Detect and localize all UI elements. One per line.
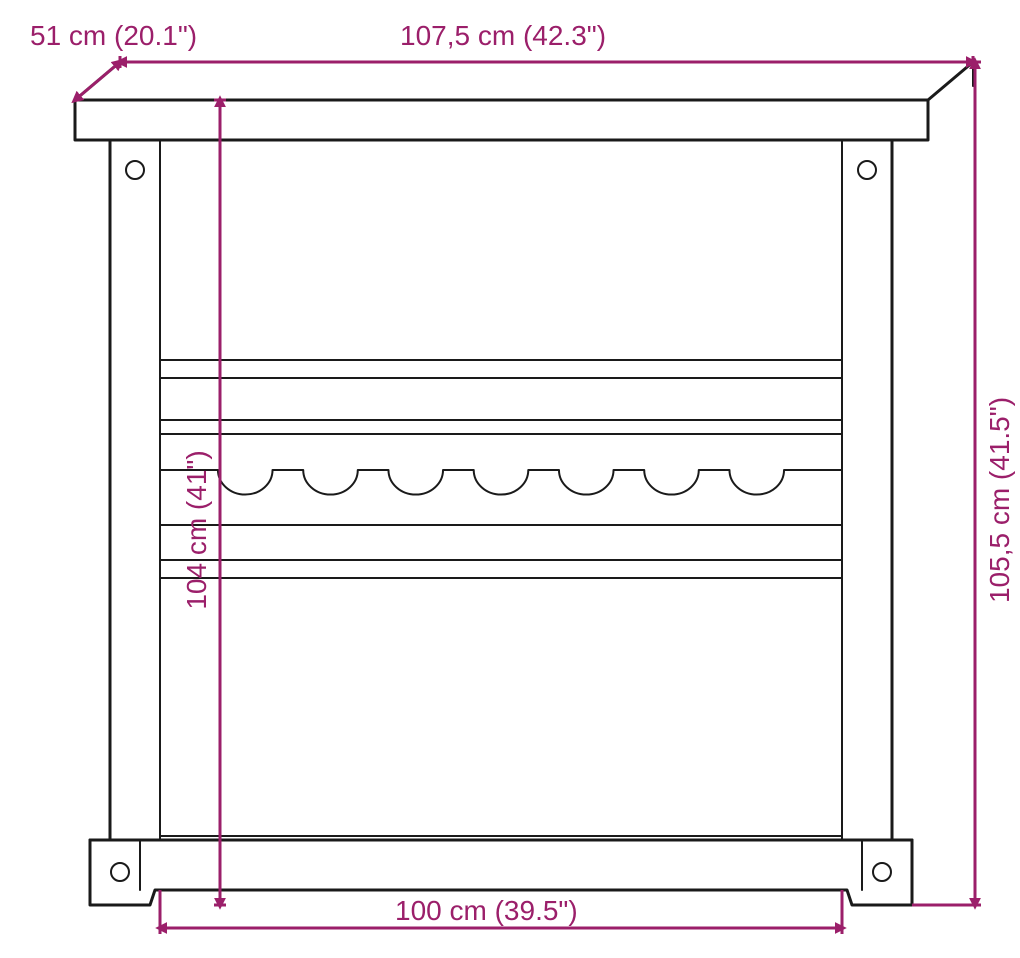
dim-outer-height: 105,5 cm (41.5") (984, 397, 1015, 603)
dim-depth: 51 cm (20.1") (30, 20, 197, 51)
dim-base-width: 100 cm (39.5") (395, 895, 578, 926)
dim-top-width: 107,5 cm (42.3") (400, 20, 606, 51)
dim-inner-height: 104 cm (41") (181, 450, 212, 609)
